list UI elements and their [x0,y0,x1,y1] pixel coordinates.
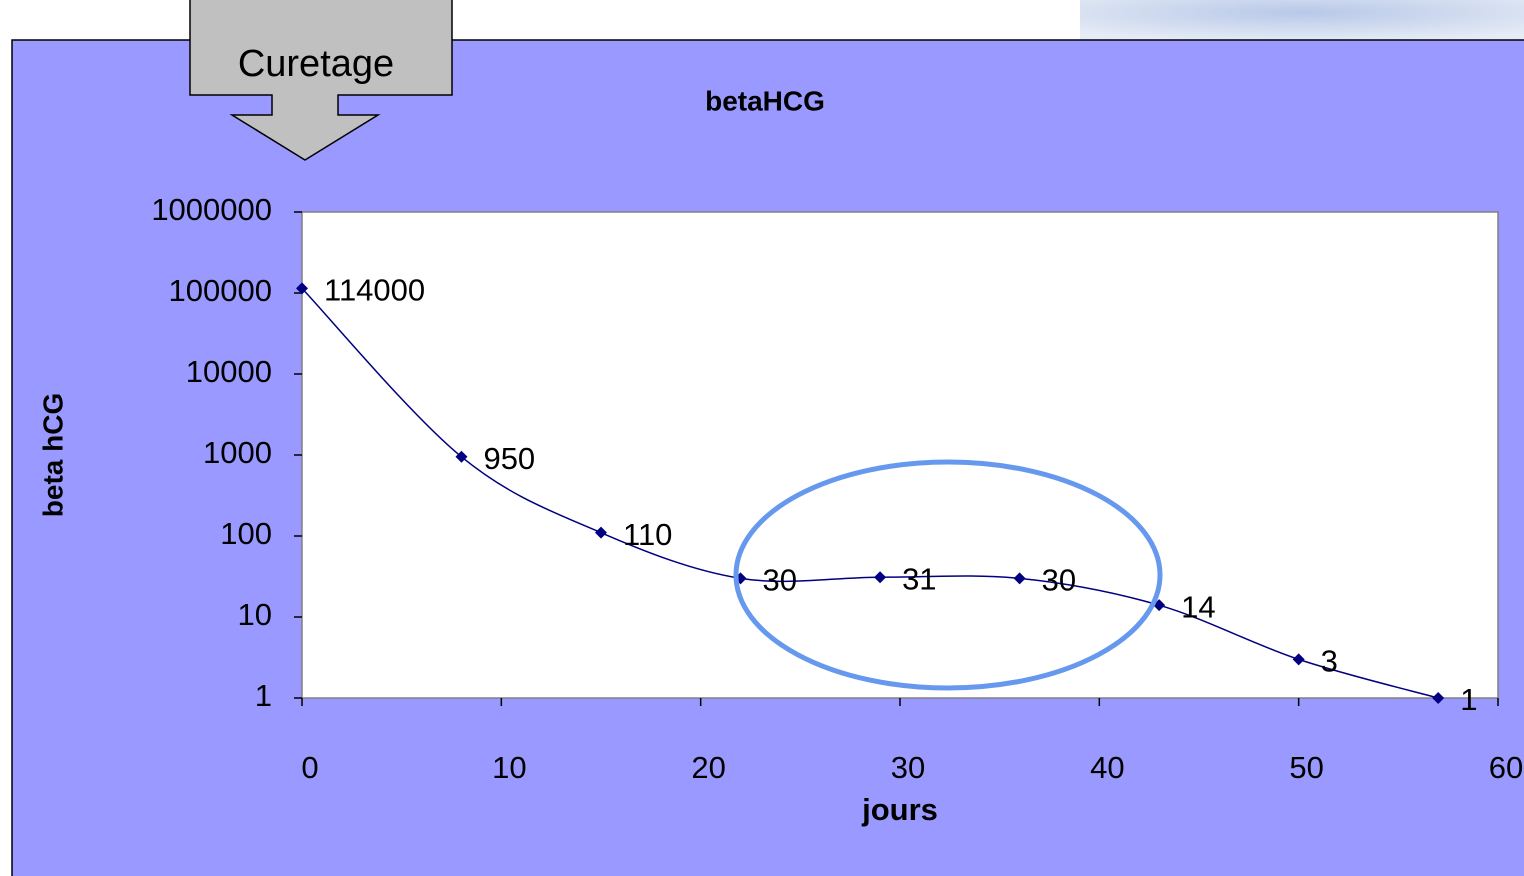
page: Curetage betaHCG jours beta hCG 11010010… [0,0,1524,876]
y-tick-label: 1 [255,678,272,713]
chart: Curetage betaHCG jours beta hCG 11010010… [0,0,1524,876]
y-tick-label: 1000 [203,435,272,470]
data-label: 110 [623,517,672,552]
data-label: 30 [763,563,797,598]
data-label: 114000 [324,273,425,308]
y-tick-label: 100 [220,516,272,551]
chart-title: betaHCG [705,85,825,116]
x-tick-label: 20 [691,750,725,785]
x-tick-label: 50 [1289,750,1323,785]
data-label: 30 [1042,563,1076,598]
y-tick-label: 10 [238,597,272,632]
y-tick-label: 1000000 [151,192,272,227]
callout-label: Curetage [238,43,394,85]
y-axis-label: beta hCG [37,393,68,517]
x-tick-label: 0 [301,750,318,785]
data-label: 14 [1181,589,1215,624]
data-label: 3 [1321,644,1338,679]
x-tick-label: 40 [1090,750,1124,785]
y-tick-label: 100000 [169,273,272,308]
background-image [1080,0,1524,42]
data-label: 950 [483,441,535,476]
x-axis-label: jours [861,792,938,827]
y-tick-label: 10000 [186,354,272,389]
x-tick-label: 60 [1489,750,1523,785]
x-tick-label: 30 [891,750,925,785]
plot-area [302,212,1498,698]
x-tick-label: 10 [492,750,526,785]
data-label: 31 [902,561,936,596]
data-label: 1 [1460,682,1477,717]
